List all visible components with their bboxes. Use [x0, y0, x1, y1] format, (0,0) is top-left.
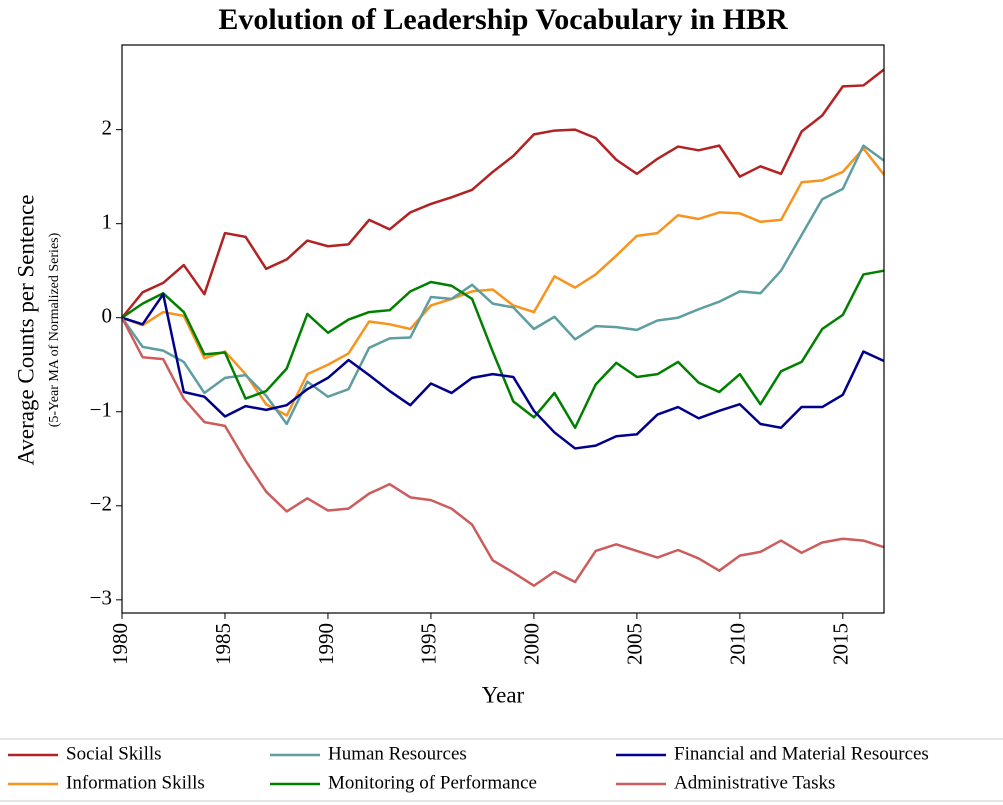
x-axis-label: Year: [482, 682, 525, 707]
y-tick-label: 2: [102, 115, 113, 139]
y-axis-label: Average Counts per Sentence: [13, 194, 38, 465]
legend-label: Administrative Tasks: [674, 772, 835, 793]
legend-label: Human Resources: [328, 743, 467, 764]
series-line: [120, 144, 885, 426]
y-tick-label: 0: [102, 304, 113, 328]
y-tick-label: 1: [102, 209, 113, 233]
y-axis-sublabel: (5-Year MA of Normalized Series): [47, 232, 62, 427]
series-line: [120, 317, 885, 587]
x-tick-label: 2000: [520, 623, 544, 665]
x-tick-label: 2010: [726, 623, 750, 665]
x-tick-label: 1990: [314, 623, 338, 665]
series-line: [121, 269, 885, 429]
x-tick-label: 2005: [623, 623, 647, 665]
y-tick-label: −2: [90, 492, 112, 516]
plot-frame: [121, 44, 885, 614]
legend-label: Monitoring of Performance: [328, 772, 537, 793]
legend-label: Social Skills: [66, 743, 162, 764]
y-tick-label: −1: [90, 398, 112, 422]
series-line: [121, 292, 885, 450]
legend-label: Information Skills: [66, 772, 205, 793]
legend-label: Financial and Material Resources: [674, 743, 929, 764]
x-tick-label: 1995: [417, 623, 441, 665]
x-tick-label: 1980: [108, 623, 132, 665]
series-line: [121, 68, 885, 319]
chart-title: Evolution of Leadership Vocabulary in HB…: [218, 3, 788, 36]
x-tick-label: 1985: [211, 623, 235, 665]
x-tick-label: 2015: [829, 623, 853, 665]
y-tick-label: −3: [90, 586, 112, 610]
